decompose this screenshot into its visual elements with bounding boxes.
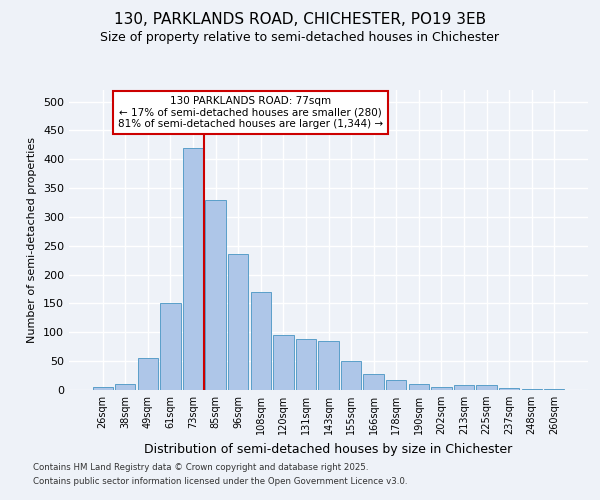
Bar (251, 292, 271, 390)
Text: 130 PARKLANDS ROAD: 77sqm
← 17% of semi-detached houses are smaller (280)
81% of: 130 PARKLANDS ROAD: 77sqm ← 17% of semi-… (118, 96, 383, 129)
Bar (409, 384, 429, 390)
Text: Contains HM Land Registry data © Crown copyright and database right 2025.: Contains HM Land Registry data © Crown c… (33, 464, 368, 472)
Text: Size of property relative to semi-detached houses in Chichester: Size of property relative to semi-detach… (101, 31, 499, 44)
Y-axis label: Number of semi-detached properties: Number of semi-detached properties (28, 137, 37, 343)
Bar (115, 384, 136, 390)
Bar (160, 304, 181, 390)
Bar (499, 388, 519, 390)
Bar (454, 386, 474, 390)
X-axis label: Distribution of semi-detached houses by size in Chichester: Distribution of semi-detached houses by … (145, 442, 512, 456)
Bar (521, 389, 542, 390)
Bar (476, 386, 497, 390)
Bar (431, 386, 452, 390)
Text: Contains public sector information licensed under the Open Government Licence v3: Contains public sector information licen… (33, 477, 407, 486)
Bar (364, 374, 384, 390)
Bar (319, 341, 338, 390)
Bar (341, 361, 361, 390)
Bar (386, 380, 406, 390)
Bar (296, 339, 316, 390)
Bar (273, 335, 293, 390)
Bar (138, 358, 158, 390)
Bar (228, 254, 248, 390)
Bar (183, 148, 203, 390)
Text: 130, PARKLANDS ROAD, CHICHESTER, PO19 3EB: 130, PARKLANDS ROAD, CHICHESTER, PO19 3E… (114, 12, 486, 28)
Bar (92, 387, 113, 390)
Bar (205, 200, 226, 390)
